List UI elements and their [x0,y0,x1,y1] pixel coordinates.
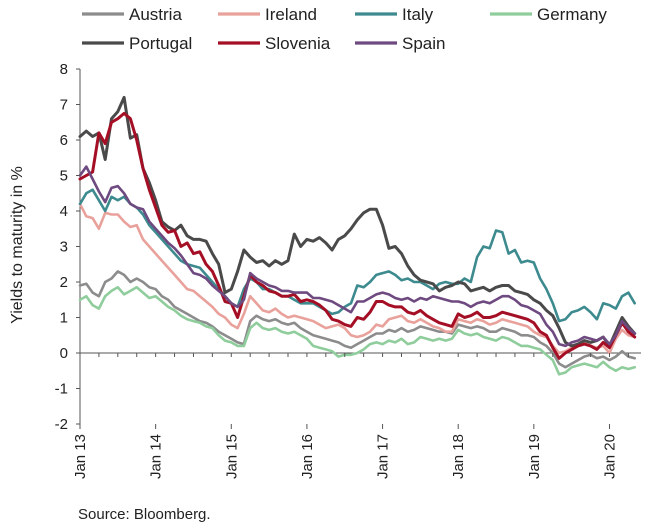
x-tick-label: Jan 15 [223,434,240,479]
y-tick-label: 7 [60,97,68,114]
series-line-germany [78,286,636,376]
y-tick-label: -1 [55,381,68,398]
y-tick-label: 2 [60,274,68,291]
y-tick-label: 0 [60,345,68,362]
x-axis-ticks: Jan 13 Jan 14 Jan 15 Jan 16 Jan 17 Jan 18 Jan … [72,353,629,479]
source-note: Source: Bloomberg. [78,506,211,523]
series-lines [78,95,637,376]
legend-label: Slovenia [265,34,331,53]
y-tick-label: 3 [60,239,68,256]
legend-label: Austria [129,5,182,24]
y-tick-label: 6 [60,132,68,149]
x-tick-label: Jan 13 [72,434,89,479]
legend-label: Ireland [265,5,317,24]
legend: Austria Ireland Italy Germany Portugal Sloven… [82,5,607,53]
series-line-slovenia [78,111,637,360]
x-tick-label: Jan 19 [526,434,543,479]
y-tick-label: 1 [60,310,68,327]
legend-label: Spain [402,34,445,53]
y-tick-label: 8 [60,61,68,78]
x-tick-label: Jan 17 [375,434,392,479]
x-tick-label: Jan 18 [450,434,467,479]
y-tick-label: 5 [60,168,68,185]
series-line-ireland [78,202,636,355]
y-tick-label: 4 [60,203,68,220]
y-tick-label: -2 [55,416,68,433]
series-line-spain [78,165,636,348]
y-axis-title: Yields to maturity in % [9,166,26,324]
legend-label: Germany [537,5,607,24]
y-axis-ticks: -2 -1 0 1 2 3 4 5 6 7 8 [55,61,80,433]
series-line-italy [78,188,636,323]
series-line-portugal [78,95,637,348]
series-line-austria [78,270,636,369]
x-tick-label: Jan 14 [148,434,165,479]
x-tick-label: Jan 16 [299,434,316,479]
x-tick-label: Jan 20 [601,434,618,479]
legend-label: Portugal [129,34,192,53]
legend-label: Italy [402,5,434,24]
